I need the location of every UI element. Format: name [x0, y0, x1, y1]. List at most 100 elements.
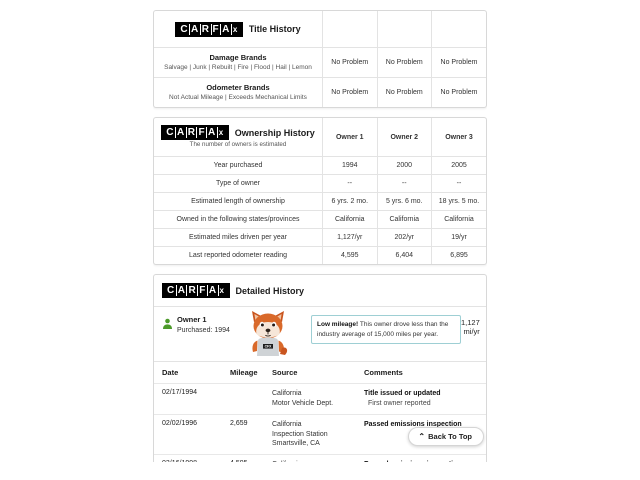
odometer-brands-sublabel: Not Actual Mileage | Exceeds Mechanical …	[169, 94, 307, 101]
table-row: Last reported odometer reading 4,595 6,4…	[154, 246, 486, 264]
low-mileage-callout: Low mileage! This owner drove less than …	[311, 315, 461, 344]
record-comment-main: Passed emissions inspection	[364, 421, 462, 428]
chevron-up-icon: ⌃	[418, 432, 426, 441]
owned-states-owner2: California	[376, 210, 432, 229]
last-odometer-owner2: 6,404	[376, 246, 432, 264]
damage-brands-label-cell: Damage Brands Salvage | Junk | Rebuilt |…	[154, 47, 323, 78]
record-date: 02/02/1996	[154, 414, 222, 454]
person-icon	[162, 315, 174, 335]
length-of-ownership-owner1: 6 yrs. 2 mo.	[322, 192, 377, 211]
owner-1-label: Owner 1	[177, 315, 207, 324]
record-date: 02/17/1994	[154, 383, 222, 415]
title-history-heading: Title History	[248, 24, 301, 34]
table-row: 02/17/1994 California Motor Vehicle Dept…	[154, 383, 486, 415]
record-comment-sub: First owner reported	[368, 400, 431, 407]
year-purchased-label: Year purchased	[154, 156, 323, 175]
detailed-history-table: Date Mileage Source Comments 02/17/1994 …	[154, 362, 486, 462]
table-row: Type of owner -- -- --	[154, 174, 486, 193]
carfax-fox-mascot-icon: CFX	[246, 308, 290, 356]
table-row: Estimated miles driven per year 1,127/yr…	[154, 228, 486, 247]
table-row: Estimated length of ownership 6 yrs. 2 m…	[154, 192, 486, 211]
back-to-top-label: Back To Top	[428, 432, 472, 441]
odometer-brands-owner1-value: No Problem	[322, 77, 377, 107]
last-odometer-owner1: 4,595	[322, 246, 377, 264]
record-source-line: California	[272, 390, 302, 397]
damage-brands-sublabel: Salvage | Junk | Rebuilt | Fire | Flood …	[164, 64, 312, 71]
back-to-top-button[interactable]: ⌃ Back To Top	[408, 427, 484, 446]
table-row: 03/16/1998 4,595 California Inspection S…	[154, 453, 486, 463]
table-row: Year purchased 1994 2000 2005	[154, 156, 486, 175]
last-odometer-owner3: 6,895	[431, 246, 486, 264]
detailed-history-header-row: Date Mileage Source Comments	[154, 362, 486, 384]
ownership-history-subheading: The number of owners is estimated	[189, 141, 287, 148]
detailed-history-heading: Detailed History	[235, 285, 305, 296]
record-comment-main: Passed emissions inspection	[364, 460, 482, 463]
record-source-line: California	[272, 421, 302, 428]
damage-brands-owner3-value: No Problem	[431, 47, 486, 78]
record-mileage: 4,595	[222, 453, 264, 462]
record-mileage	[222, 383, 264, 415]
length-of-ownership-owner3: 18 yrs. 5 mo.	[431, 192, 486, 211]
owned-states-owner3: California	[431, 210, 486, 229]
owner-1-summary-strip: Owner 1 Purchased: 1994	[154, 307, 486, 362]
type-of-owner-label: Type of owner	[154, 174, 323, 193]
table-row: Odometer Brands Not Actual Mileage | Exc…	[154, 77, 486, 107]
owned-states-label: Owned in the following states/provinces	[154, 210, 323, 229]
column-header-date: Date	[162, 368, 179, 377]
column-header-source: Source	[272, 368, 298, 377]
record-source-line: Motor Vehicle Dept.	[272, 399, 334, 407]
record-comments: Title issued or updated First owner repo…	[356, 383, 486, 415]
column-header-comments: Comments	[364, 368, 403, 377]
damage-brands-owner1-value: No Problem	[322, 47, 377, 78]
svg-text:CFX: CFX	[265, 345, 273, 349]
ownership-history-heading: Ownership History	[234, 127, 315, 138]
miles-per-year-owner1: 1,127/yr	[322, 228, 377, 247]
record-mileage: 2,659	[222, 414, 264, 454]
record-source-line: Inspection Station	[272, 430, 328, 438]
type-of-owner-owner2: --	[376, 174, 432, 193]
record-source: California Motor Vehicle Dept.	[264, 383, 356, 415]
owner-1-column-header: Owner 1	[322, 118, 377, 157]
miles-per-year-owner2: 202/yr	[376, 228, 432, 247]
title-history-header-col-2	[376, 11, 432, 48]
owner-1-miles-per-year: 1,127 mi/yr	[461, 318, 480, 336]
record-source-line: California	[272, 460, 352, 463]
odometer-brands-owner3-value: No Problem	[431, 77, 486, 107]
table-row: Damage Brands Salvage | Junk | Rebuilt |…	[154, 47, 486, 78]
miles-per-year-label: Estimated miles driven per year	[154, 228, 323, 247]
record-comments: Passed emissions inspection	[356, 453, 486, 463]
owner-1-meta: Owner 1 Purchased: 1994	[174, 315, 251, 336]
damage-brands-owner2-value: No Problem	[376, 47, 432, 78]
owner-1-purchased: Purchased: 1994	[177, 327, 230, 334]
year-purchased-owner1: 1994	[322, 156, 377, 175]
owned-states-owner1: California	[322, 210, 377, 229]
record-source-line: Smartsville, CA	[272, 440, 320, 447]
table-row: Owned in the following states/provinces …	[154, 210, 486, 229]
record-source: California Inspection Station Smartsvill…	[264, 414, 356, 454]
title-history-header-col-3	[431, 11, 486, 48]
type-of-owner-owner1: --	[322, 174, 377, 193]
year-purchased-owner3: 2005	[431, 156, 486, 175]
length-of-ownership-label: Estimated length of ownership	[154, 192, 323, 211]
record-source: California Inspection Station Smartsvill…	[264, 453, 356, 463]
title-history-header-col-1	[322, 11, 377, 48]
record-comment-main: Title issued or updated	[364, 390, 441, 397]
odometer-brands-owner2-value: No Problem	[376, 77, 432, 107]
owner-3-column-header: Owner 3	[431, 118, 486, 157]
odometer-brands-label-cell: Odometer Brands Not Actual Mileage | Exc…	[154, 77, 323, 107]
length-of-ownership-owner2: 5 yrs. 6 mo.	[376, 192, 432, 211]
year-purchased-owner2: 2000	[376, 156, 432, 175]
